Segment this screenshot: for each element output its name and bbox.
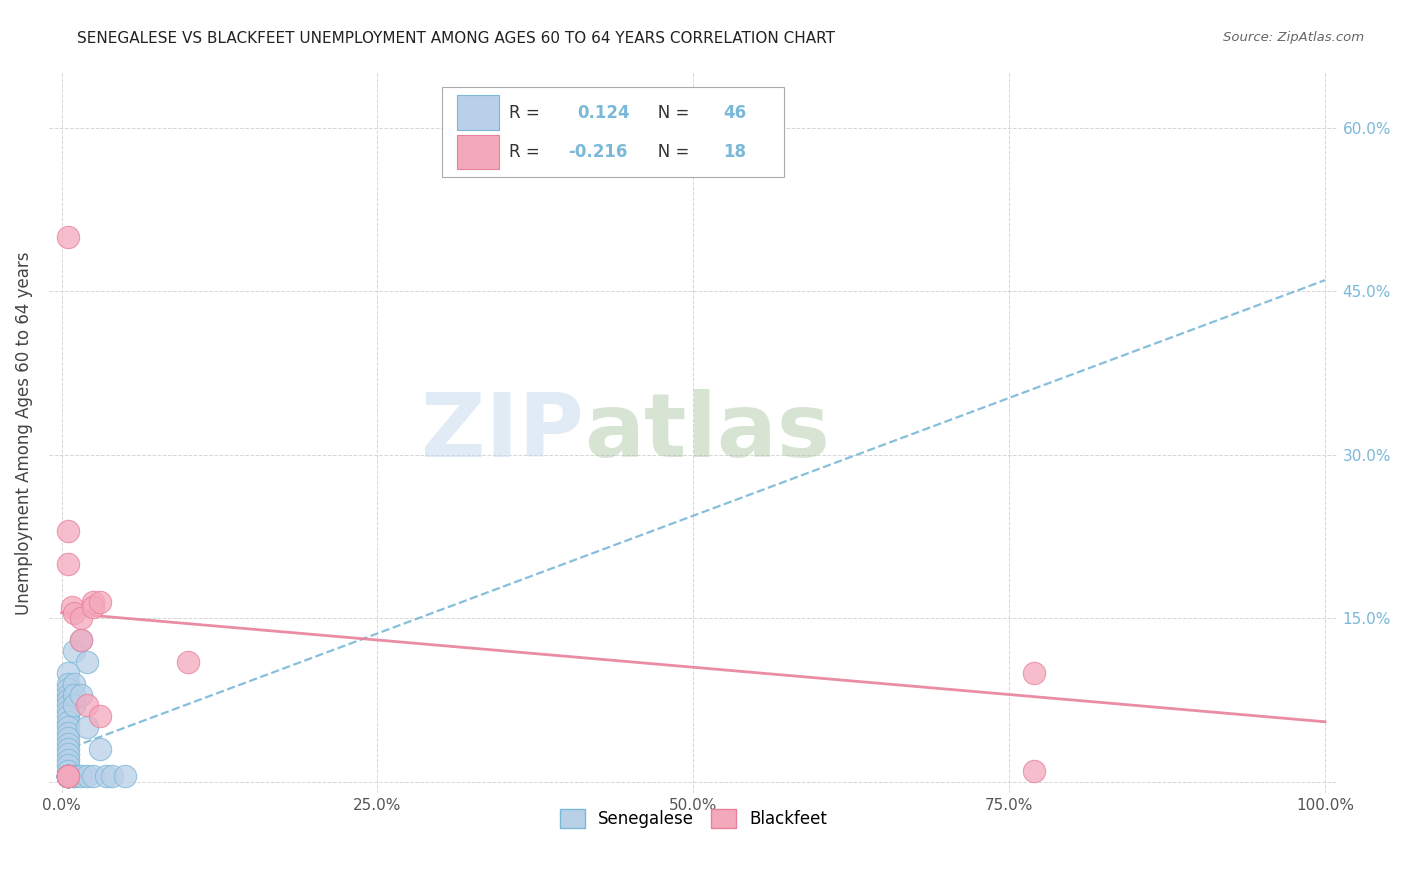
Text: Source: ZipAtlas.com: Source: ZipAtlas.com xyxy=(1223,31,1364,45)
Point xyxy=(56,753,79,767)
Point xyxy=(56,704,79,718)
Point xyxy=(94,769,117,783)
Point xyxy=(56,725,79,739)
Point xyxy=(56,665,79,680)
Point xyxy=(63,769,86,783)
Point xyxy=(63,676,86,690)
Legend: Senegalese, Blackfeet: Senegalese, Blackfeet xyxy=(553,803,834,835)
Point xyxy=(56,737,79,751)
Point xyxy=(56,742,79,756)
Point xyxy=(63,644,86,658)
Point xyxy=(56,769,79,783)
Point xyxy=(56,769,79,783)
Point xyxy=(60,600,83,615)
Point xyxy=(56,557,79,571)
Point xyxy=(101,769,124,783)
Point xyxy=(82,769,104,783)
Point xyxy=(56,676,79,690)
Point xyxy=(82,595,104,609)
Y-axis label: Unemployment Among Ages 60 to 64 years: Unemployment Among Ages 60 to 64 years xyxy=(15,251,32,615)
Point xyxy=(56,769,79,783)
Point xyxy=(56,769,79,783)
Point xyxy=(69,632,91,647)
Point xyxy=(76,698,98,713)
Text: 18: 18 xyxy=(723,143,747,161)
Point xyxy=(56,769,79,783)
Point xyxy=(56,688,79,702)
Point xyxy=(56,769,79,783)
Point xyxy=(56,769,79,783)
Point xyxy=(114,769,136,783)
Point xyxy=(56,769,79,783)
Point xyxy=(56,769,79,783)
Point xyxy=(69,611,91,625)
Point xyxy=(56,769,79,783)
Point xyxy=(56,714,79,729)
Point xyxy=(89,595,111,609)
Point xyxy=(56,681,79,696)
Point xyxy=(63,688,86,702)
Point xyxy=(56,758,79,772)
Point xyxy=(56,747,79,762)
Point xyxy=(1024,764,1046,778)
Point xyxy=(69,688,91,702)
Point xyxy=(56,709,79,723)
Point xyxy=(63,698,86,713)
Point xyxy=(56,764,79,778)
Point xyxy=(56,731,79,746)
Point xyxy=(56,524,79,538)
Point xyxy=(56,693,79,707)
FancyBboxPatch shape xyxy=(457,135,499,169)
FancyBboxPatch shape xyxy=(457,95,499,129)
Point xyxy=(1024,665,1046,680)
Point xyxy=(56,229,79,244)
Point xyxy=(82,600,104,615)
Text: R =: R = xyxy=(509,103,550,121)
Text: SENEGALESE VS BLACKFEET UNEMPLOYMENT AMONG AGES 60 TO 64 YEARS CORRELATION CHART: SENEGALESE VS BLACKFEET UNEMPLOYMENT AMO… xyxy=(77,31,835,46)
Text: 0.124: 0.124 xyxy=(578,103,630,121)
Point xyxy=(76,720,98,734)
Point xyxy=(76,769,98,783)
Point xyxy=(56,769,79,783)
Text: ZIP: ZIP xyxy=(420,389,583,476)
Point xyxy=(76,655,98,669)
Point xyxy=(69,632,91,647)
Text: -0.216: -0.216 xyxy=(568,143,627,161)
Text: 46: 46 xyxy=(723,103,747,121)
Point xyxy=(69,769,91,783)
Text: N =: N = xyxy=(641,103,695,121)
FancyBboxPatch shape xyxy=(441,87,783,178)
Text: R =: R = xyxy=(509,143,546,161)
Point xyxy=(63,769,86,783)
Point xyxy=(63,606,86,620)
Text: N =: N = xyxy=(641,143,695,161)
Point xyxy=(89,709,111,723)
Point xyxy=(177,655,200,669)
Point xyxy=(56,769,79,783)
Text: atlas: atlas xyxy=(583,389,830,476)
Point xyxy=(56,769,79,783)
Point xyxy=(89,742,111,756)
Point xyxy=(56,720,79,734)
Point xyxy=(56,769,79,783)
Point xyxy=(56,698,79,713)
